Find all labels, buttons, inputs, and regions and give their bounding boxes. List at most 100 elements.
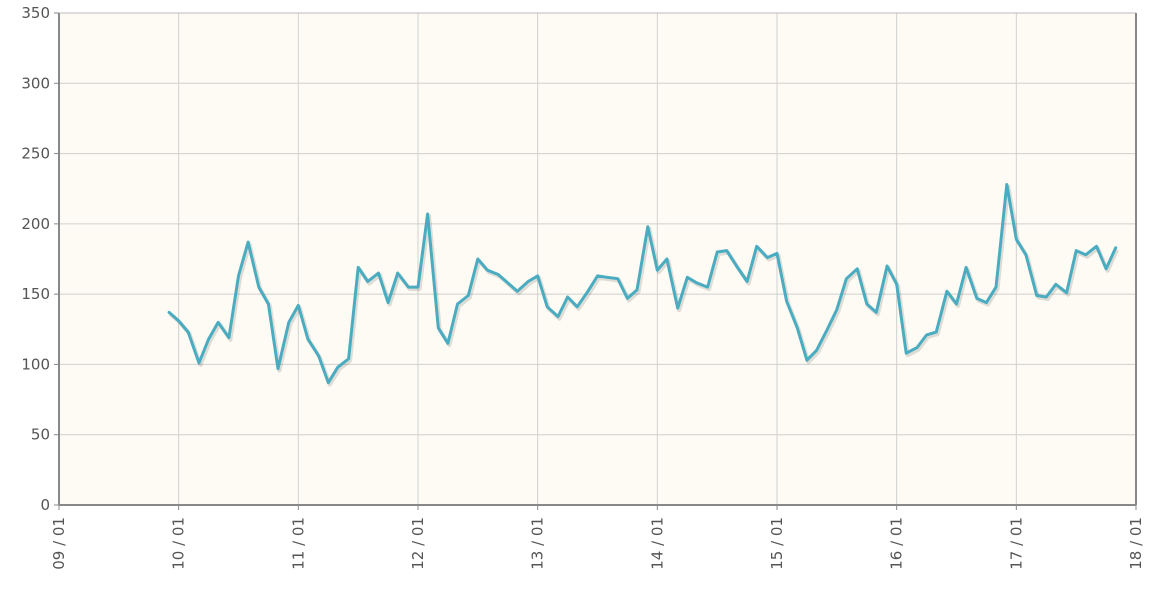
data-point bbox=[785, 299, 789, 303]
data-point bbox=[865, 302, 869, 306]
data-point bbox=[945, 289, 949, 293]
x-tick-label: 13 / 01 bbox=[529, 517, 547, 570]
data-point bbox=[566, 295, 570, 299]
data-point bbox=[336, 365, 340, 369]
x-tick-label: 10 / 01 bbox=[170, 517, 188, 570]
data-point bbox=[426, 212, 430, 216]
x-tick-label: 18 / 01 bbox=[1127, 517, 1145, 570]
data-point bbox=[715, 250, 719, 254]
data-point bbox=[186, 330, 190, 334]
data-point bbox=[1114, 246, 1118, 250]
y-tick-label: 0 bbox=[40, 496, 50, 514]
data-point bbox=[825, 327, 829, 331]
y-tick-label: 200 bbox=[21, 215, 50, 233]
data-point bbox=[695, 281, 699, 285]
x-tick-label: 15 / 01 bbox=[768, 517, 786, 570]
data-point bbox=[755, 244, 759, 248]
data-point bbox=[655, 268, 659, 272]
data-point bbox=[1005, 182, 1009, 186]
data-point bbox=[955, 302, 959, 306]
data-point bbox=[436, 326, 440, 330]
data-point bbox=[167, 310, 171, 314]
y-tick-label: 150 bbox=[21, 285, 50, 303]
data-point bbox=[635, 288, 639, 292]
data-point bbox=[266, 302, 270, 306]
data-point bbox=[575, 305, 579, 309]
data-point bbox=[994, 285, 998, 289]
data-point bbox=[874, 310, 878, 314]
data-point bbox=[377, 271, 381, 275]
data-point bbox=[356, 265, 360, 269]
data-point bbox=[1024, 253, 1028, 257]
data-point bbox=[775, 251, 779, 255]
x-tick-label: 11 / 01 bbox=[289, 517, 307, 570]
data-point bbox=[1044, 295, 1048, 299]
data-point bbox=[745, 279, 749, 283]
data-point bbox=[526, 279, 530, 283]
data-point bbox=[1035, 294, 1039, 298]
data-point bbox=[915, 346, 919, 350]
y-tick-labels: 0 50 100 150 200 250 300 350 bbox=[21, 4, 59, 514]
data-point bbox=[1014, 237, 1018, 241]
x-tick-label: 09 / 01 bbox=[50, 517, 68, 570]
data-point bbox=[934, 330, 938, 334]
data-point bbox=[287, 320, 291, 324]
plot-background bbox=[59, 13, 1136, 505]
data-point bbox=[317, 354, 321, 358]
data-point bbox=[485, 268, 489, 272]
data-point bbox=[844, 277, 848, 281]
data-point bbox=[207, 337, 211, 341]
data-point bbox=[835, 308, 839, 312]
data-point bbox=[605, 275, 609, 279]
x-tick-label: 12 / 01 bbox=[409, 517, 427, 570]
data-point bbox=[646, 225, 650, 229]
data-point bbox=[814, 348, 818, 352]
data-point bbox=[625, 296, 629, 300]
data-point bbox=[795, 326, 799, 330]
data-point bbox=[676, 306, 680, 310]
series-layer bbox=[167, 182, 1120, 387]
data-point bbox=[416, 285, 420, 289]
data-point bbox=[396, 271, 400, 275]
data-point bbox=[616, 277, 620, 281]
data-point bbox=[177, 319, 181, 323]
data-point bbox=[246, 240, 250, 244]
data-point bbox=[885, 264, 889, 268]
data-point bbox=[1065, 291, 1069, 295]
data-point bbox=[366, 279, 370, 283]
data-point bbox=[227, 336, 231, 340]
data-point bbox=[476, 257, 480, 261]
data-point bbox=[556, 315, 560, 319]
data-point bbox=[1084, 253, 1088, 257]
data-point bbox=[257, 285, 261, 289]
data-point bbox=[276, 367, 280, 371]
data-point bbox=[466, 294, 470, 298]
data-point bbox=[855, 267, 859, 271]
data-point bbox=[536, 274, 540, 278]
x-tick-label: 17 / 01 bbox=[1007, 517, 1025, 570]
x-tick-label: 16 / 01 bbox=[888, 517, 906, 570]
data-point bbox=[904, 351, 908, 355]
y-tick-label: 250 bbox=[21, 145, 50, 163]
x-tick-label: 14 / 01 bbox=[648, 517, 666, 570]
data-point bbox=[237, 274, 241, 278]
data-point bbox=[1074, 249, 1078, 253]
data-point bbox=[326, 381, 330, 385]
data-point bbox=[545, 305, 549, 309]
data-point bbox=[216, 320, 220, 324]
data-point bbox=[386, 301, 390, 305]
data-point bbox=[984, 301, 988, 305]
data-point bbox=[736, 265, 740, 269]
data-point bbox=[725, 249, 729, 253]
x-tick-labels: 09 / 01 10 / 01 11 / 01 12 / 01 13 / 01 14 / … bbox=[50, 505, 1145, 570]
data-point bbox=[805, 358, 809, 362]
y-tick-label: 350 bbox=[21, 4, 50, 22]
data-point bbox=[347, 357, 351, 361]
y-tick-label: 300 bbox=[21, 74, 50, 92]
data-point bbox=[706, 285, 710, 289]
data-point bbox=[1104, 267, 1108, 271]
data-point bbox=[406, 285, 410, 289]
y-tick-label: 50 bbox=[31, 426, 50, 444]
data-point bbox=[665, 257, 669, 261]
